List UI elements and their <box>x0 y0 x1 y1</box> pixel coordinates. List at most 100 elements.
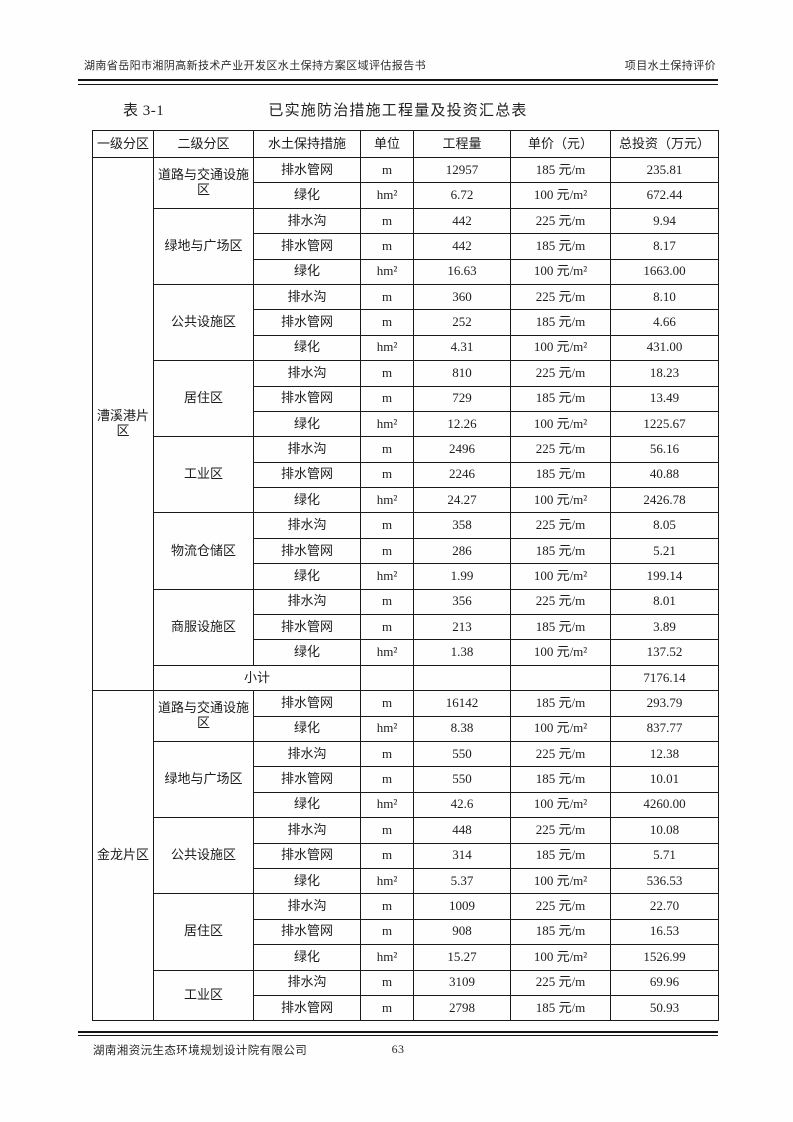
total-investment-cell: 672.44 <box>610 182 719 209</box>
unit-cell: hm² <box>360 410 414 438</box>
unit-price-cell: 100 元/m² <box>510 715 611 742</box>
total-investment-cell: 18.23 <box>610 360 719 387</box>
table-row: 绿化 hm² 24.27 100 元/m² 2426.78 <box>93 487 719 514</box>
table-row: 排水管网 m 252 185 元/m 4.66 <box>93 309 719 336</box>
quantity-cell: 12957 <box>413 156 511 184</box>
table-row: 绿地与广场区 排水沟 m 442 225 元/m 9.94 <box>93 207 719 285</box>
quantity-cell: 2246 <box>413 461 511 489</box>
unit-price-cell: 185 元/m <box>510 309 611 336</box>
measures-table: 一级分区 二级分区 水土保持措施 单位 工程量 单价（元） 总投资（万元） 漕溪… <box>92 130 719 1022</box>
unit-cell: m <box>360 461 414 489</box>
unit-cell: m <box>360 360 414 387</box>
total-investment-cell: 8.01 <box>610 588 719 616</box>
unit-cell: m <box>360 385 414 412</box>
page-footer: 湖南湘资沅生态环境规划设计院有限公司 63 <box>78 1031 718 1057</box>
table-row: 居住区 排水沟 m 810 225 元/m 18.23 <box>93 360 719 438</box>
unit-price-cell: 185 元/m <box>510 461 611 489</box>
unit-cell: m <box>360 918 414 946</box>
unit-price-cell: 225 元/m <box>510 893 611 920</box>
table-caption-label: 表 3-1 <box>123 103 165 119</box>
total-investment-cell: 9.94 <box>610 207 719 235</box>
quantity-cell: 213 <box>413 614 511 641</box>
quantity-cell <box>413 664 511 692</box>
table-row: 绿地与广场区 排水沟 m 550 225 元/m 12.38 <box>93 740 719 819</box>
total-investment-cell: 22.70 <box>610 893 719 920</box>
table-row: 工业区 排水沟 m 3109 225 元/m 69.96 <box>93 969 719 1022</box>
table-header-row: 一级分区 二级分区 水土保持措施 单位 工程量 单价（元） 总投资（万元） <box>92 130 719 158</box>
subzone-cell: 居住区 <box>153 360 254 438</box>
table-caption-title: 已实施防治措施工程量及投资汇总表 <box>268 103 528 119</box>
table-row: 居住区 排水沟 m 1009 225 元/m 22.70 <box>93 893 719 971</box>
table-row: 绿化 hm² 12.26 100 元/m² 1225.67 <box>93 410 719 438</box>
table-row: 绿化 hm² 42.6 100 元/m² 4260.00 <box>93 791 719 819</box>
unit-price-cell: 225 元/m <box>510 512 611 539</box>
quantity-cell: 6.72 <box>413 182 511 209</box>
measure-cell: 排水沟 <box>253 436 361 463</box>
measure-cell: 绿化 <box>253 410 361 438</box>
quantity-cell: 550 <box>413 740 511 768</box>
unit-price-cell: 225 元/m <box>510 588 611 616</box>
table-row: 排水管网 m 314 185 元/m 5.71 <box>93 842 719 869</box>
unit-price-cell: 225 元/m <box>510 969 611 996</box>
unit-cell: m <box>360 614 414 641</box>
total-investment-cell: 4.66 <box>610 309 719 336</box>
unit-price-cell: 225 元/m <box>510 436 611 463</box>
measure-cell: 排水沟 <box>253 207 361 235</box>
unit-cell: hm² <box>360 715 414 742</box>
unit-cell: m <box>360 842 414 869</box>
unit-cell: m <box>360 766 414 793</box>
unit-price-cell: 225 元/m <box>510 207 611 235</box>
unit-cell: hm² <box>360 791 414 819</box>
table-row: 排水管网 m 213 185 元/m 3.89 <box>93 614 719 641</box>
table-row: 物流仓储区 排水沟 m 358 225 元/m 8.05 <box>93 512 719 590</box>
unit-cell <box>360 664 414 692</box>
table-row: 排水管网 m 442 185 元/m 8.17 <box>93 233 719 260</box>
unit-cell: hm² <box>360 867 414 895</box>
quantity-cell: 12.26 <box>413 410 511 438</box>
quantity-cell: 358 <box>413 512 511 539</box>
header-divider <box>78 79 718 85</box>
total-investment-cell: 13.49 <box>610 385 719 412</box>
total-investment-cell: 7176.14 <box>610 664 719 692</box>
footer-divider <box>78 1031 718 1036</box>
unit-price-cell: 100 元/m² <box>510 487 611 514</box>
measure-cell: 绿化 <box>253 944 361 971</box>
unit-price-cell: 185 元/m <box>510 614 611 641</box>
unit-cell: m <box>360 994 414 1022</box>
quantity-cell: 2798 <box>413 994 511 1022</box>
col-header-total-investment: 总投资（万元） <box>610 130 719 158</box>
unit-price-cell: 185 元/m <box>510 766 611 793</box>
quantity-cell: 810 <box>413 360 511 387</box>
measure-cell: 排水沟 <box>253 969 361 996</box>
quantity-cell: 286 <box>413 537 511 565</box>
total-investment-cell: 137.52 <box>610 639 719 666</box>
running-header-left: 湖南省岳阳市湘阴高新技术产业开发区水土保持方案区域评估报告书 <box>84 60 426 72</box>
quantity-cell: 2496 <box>413 436 511 463</box>
table-row: 排水管网 m 2246 185 元/m 40.88 <box>93 461 719 489</box>
quantity-cell: 448 <box>413 817 511 844</box>
total-investment-cell: 837.77 <box>610 715 719 742</box>
total-investment-cell: 293.79 <box>610 690 719 717</box>
quantity-cell: 15.27 <box>413 944 511 971</box>
table-row: 排水管网 m 286 185 元/m 5.21 <box>93 537 719 565</box>
quantity-cell: 442 <box>413 233 511 260</box>
unit-price-cell: 225 元/m <box>510 283 611 311</box>
unit-price-cell: 100 元/m² <box>510 563 611 590</box>
measure-cell: 排水管网 <box>253 918 361 946</box>
col-header-subzone: 二级分区 <box>153 130 254 158</box>
subtotal-label-cell: 小计 <box>153 664 361 692</box>
total-investment-cell: 8.17 <box>610 233 719 260</box>
col-header-quantity: 工程量 <box>413 130 511 158</box>
unit-cell: m <box>360 817 414 844</box>
measure-cell: 绿化 <box>253 715 361 742</box>
unit-price-cell: 185 元/m <box>510 233 611 260</box>
subzone-cell: 物流仓储区 <box>153 512 254 590</box>
unit-cell: m <box>360 893 414 920</box>
measure-cell: 绿化 <box>253 182 361 209</box>
unit-price-cell: 185 元/m <box>510 156 611 184</box>
table-row: 金龙片区 道路与交通设施区 排水管网 m 16142 185 元/m 293.79 <box>92 690 719 1022</box>
unit-price-cell: 225 元/m <box>510 817 611 844</box>
table-row: 排水管网 m 550 185 元/m 10.01 <box>93 766 719 793</box>
table-row: 排水管网 m 908 185 元/m 16.53 <box>93 918 719 946</box>
